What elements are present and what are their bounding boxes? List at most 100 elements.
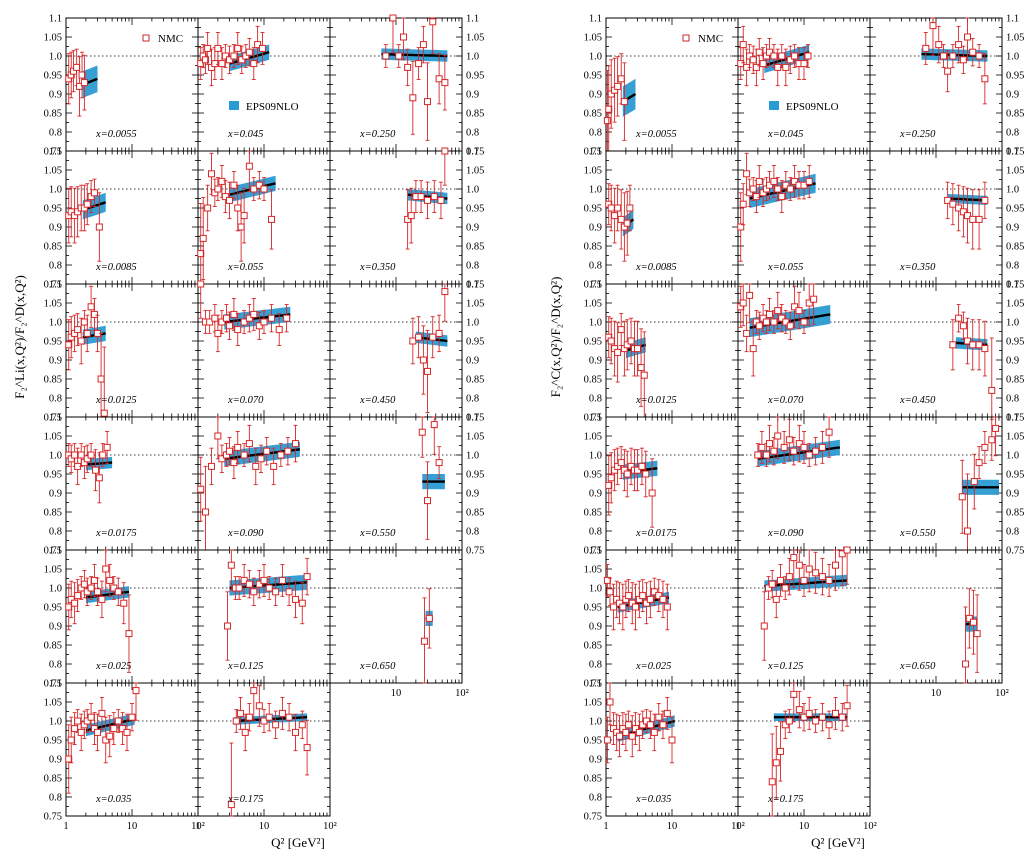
panel-x-label: x=0.550 [899,528,936,539]
nmc-point [762,318,770,326]
nmc-point [944,196,952,204]
nmc-point [774,432,782,440]
nmc-point [969,341,977,349]
y-tick-label: 1.0 [466,451,479,462]
x-tick-label: 1 [735,821,740,832]
nmc-point [110,584,118,592]
nmc-point [245,580,253,588]
nmc-point [603,736,611,744]
nmc-point [80,79,88,87]
y-tick-label: 0.95 [466,337,484,348]
panel-x-0-035: 0.75 0.8 0.85 0.9 0.95 1.0 1.05 1.1 x=0.035 [44,679,199,823]
nmc-point [955,41,963,49]
y-tick-label: 0.85 [44,242,62,253]
y-tick-label: 0.8 [49,660,62,671]
y-tick-label: 0.9 [589,356,602,367]
nmc-point [87,584,95,592]
y-tick-label: 0.95 [584,71,602,82]
nmc-point [202,508,210,516]
panel-x-label: x=0.070 [227,395,264,406]
nmc-point [772,759,780,767]
nmc-point [949,341,957,349]
y-tick-label: 0.95 [44,71,62,82]
panel-x-label: x=0.650 [899,661,936,672]
y-tick-label: 0.85 [44,641,62,652]
nmc-point [959,56,967,64]
nmc-point [770,447,778,455]
nmc-point [218,177,226,185]
y-tick-label: 0.9 [1006,90,1019,101]
nmc-point [786,322,794,330]
nmc-point [785,436,793,444]
y-tick-label: 0.9 [589,622,602,633]
nmc-point [749,185,757,193]
nmc-point [975,341,983,349]
nmc-point [74,717,82,725]
nmc-point [80,318,88,326]
nmc-point [668,736,676,744]
nmc-point [268,314,276,322]
nmc-point [638,462,646,470]
y-tick-label: 0.9 [1006,223,1019,234]
y-tick-label: 1.0 [1006,185,1019,196]
nmc-point [626,204,634,212]
nmc-point [245,314,253,322]
nmc-point [240,318,248,326]
y-tick-label: 0.75 [1006,546,1024,557]
y-tick-label: 1.05 [584,432,602,443]
nmc-point [90,310,98,318]
nmc-point [781,584,789,592]
nmc-point [935,41,943,49]
nmc-point [758,443,766,451]
nmc-point [655,592,663,600]
y-tick-label: 1.0 [1006,52,1019,63]
nmc-point [959,208,967,216]
nmc-point [981,196,989,204]
x-tick-label: 10² [191,821,205,832]
nmc-point [800,576,808,584]
nmc-point [232,717,240,725]
nmc-point [818,443,826,451]
nmc-point [955,314,963,322]
y-tick-label: 1.05 [584,33,602,44]
y-tick-label: 1.0 [589,717,602,728]
panel-x-label: x=0.0175 [635,528,677,539]
nmc-point [80,580,88,588]
nmc-point [429,18,437,26]
y-tick-label: 0.95 [584,204,602,215]
y-tick-label: 0.9 [1006,489,1019,500]
nmc-point [202,56,210,64]
nmc-point [831,709,839,717]
nmc-point [790,447,798,455]
panel-x-label: x=0.0175 [95,528,137,539]
panel-x-0-0125: 0.75 0.8 0.85 0.9 0.95 1.0 1.05 1.1 x=0.0125 [44,280,199,424]
y-tick-label: 1.1 [466,280,479,291]
panel-frame [737,17,871,152]
nmc-point [87,713,95,721]
nmc-point [419,41,427,49]
nmc-point [762,451,770,459]
panel-frame [737,283,871,418]
nmc-point [425,614,433,622]
nmc-point [975,215,983,223]
panel-x-label: x=0.0085 [95,262,137,273]
nmc-point [963,33,971,41]
nmc-point [614,348,622,356]
panel-x-label: x=0.0125 [635,395,677,406]
legend: NMC EPS09NLO [142,33,299,113]
nmc-point [655,713,663,721]
nmc-point [234,44,242,52]
nmc-point [415,333,423,341]
y-tick-label: 0.85 [466,508,484,519]
panel-x-label: x=0.175 [767,794,803,805]
y-tick-label: 1.0 [466,52,479,63]
nmc-point [303,573,311,581]
nmc-point [825,576,833,584]
y-tick-label: 0.9 [589,90,602,101]
nmc-point [260,717,268,725]
nmc-point [240,576,248,584]
nmc-point [625,721,633,729]
y-tick-label: 0.85 [44,508,62,519]
y-tick-label: 1.1 [589,679,602,690]
y-tick-label: 0.85 [1006,508,1024,519]
